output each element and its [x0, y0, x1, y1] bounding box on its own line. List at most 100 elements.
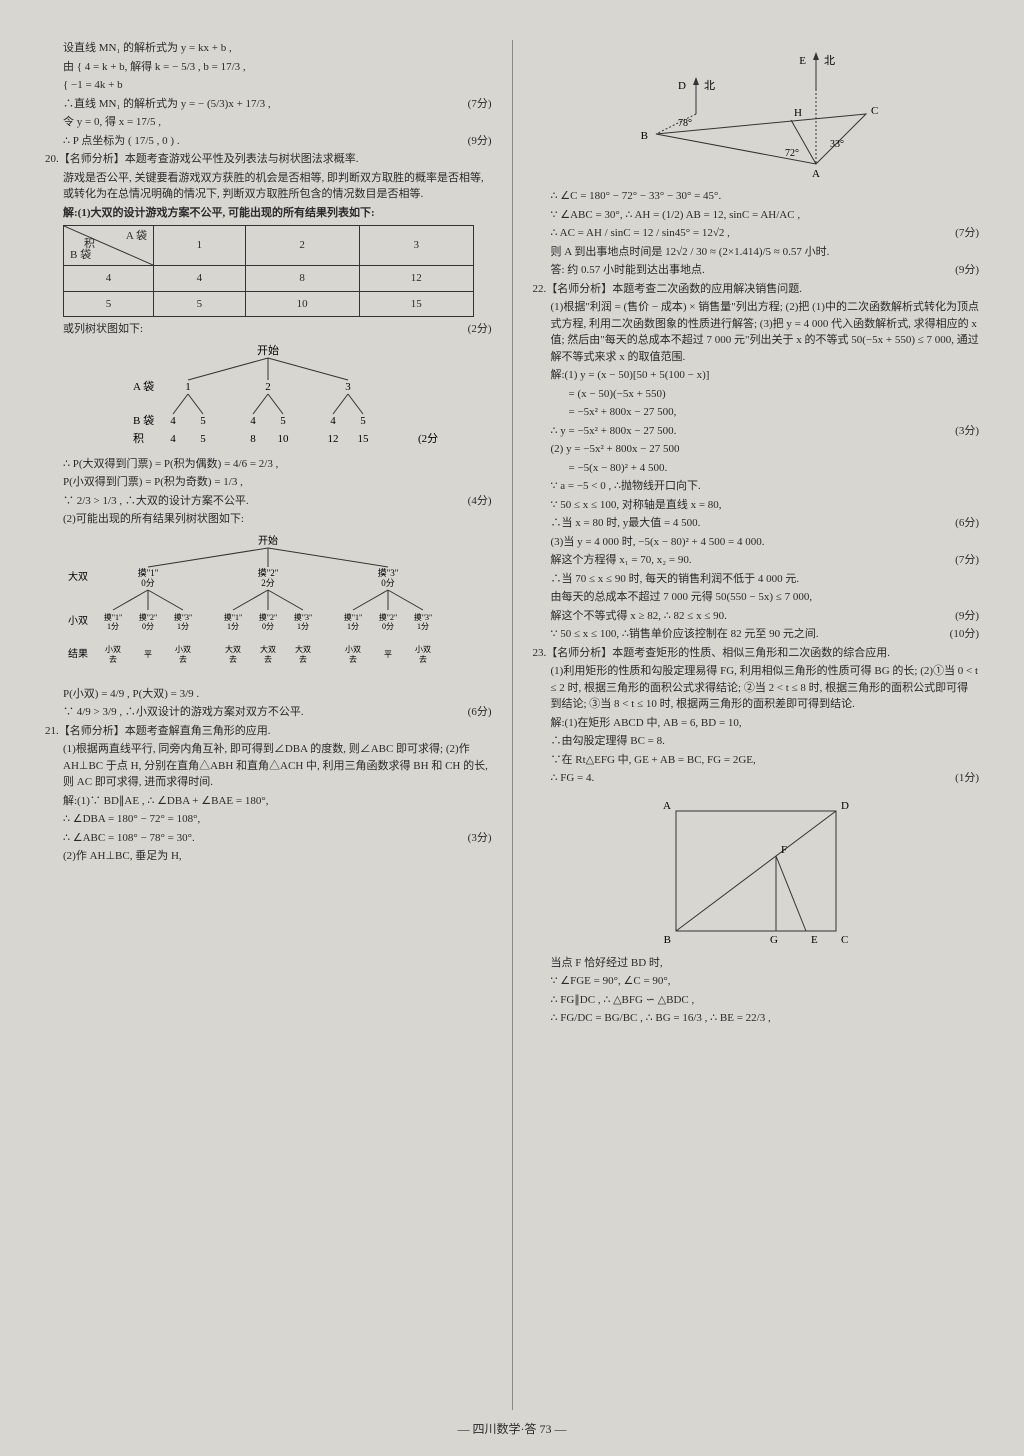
- text-line: ∵ 50 ≤ x ≤ 100, ∴销售单价应该控制在 82 元至 90 元之间.…: [533, 626, 980, 643]
- table-cell: 12: [359, 266, 473, 292]
- text-line: ∵在 Rt△EFG 中, GE + AB = BC, FG = 2GE,: [533, 752, 980, 769]
- table-cell: 5: [154, 291, 246, 317]
- svg-text:小双: 小双: [415, 645, 431, 654]
- svg-text:2分: 2分: [261, 578, 275, 588]
- q20-analysis: 游戏是否公平, 关键要看游戏双方获胜的机会是否相等, 即判断双方取胜的概率是否相…: [45, 170, 492, 203]
- svg-text:结果: 结果: [68, 647, 88, 660]
- svg-text:去: 去: [419, 654, 427, 664]
- text-line: ∴ ∠ABC = 108° − 78° = 30°.(3分): [45, 830, 492, 847]
- table-cell: 8: [245, 266, 359, 292]
- q21-analysis: (1)根据两直线平行, 同旁内角互补, 即可得到∠DBA 的度数, 则∠ABC …: [45, 741, 492, 791]
- text-line: P(小双) = 4/9 , P(大双) = 3/9 .: [45, 686, 492, 703]
- svg-text:72°: 72°: [785, 148, 799, 159]
- svg-text:积: 积: [133, 432, 144, 445]
- text-line: ∵ ∠ABC = 30°, ∴ AH = (1/2) AB = 12, sinC…: [533, 207, 980, 224]
- svg-text:B: B: [640, 130, 647, 142]
- q22-analysis: (1)根据"利润 = (售价 − 成本) × 销售量"列出方程; (2)把 (1…: [533, 299, 980, 365]
- svg-text:4: 4: [251, 415, 257, 427]
- svg-text:E: E: [799, 55, 806, 67]
- table-col: 3: [359, 226, 473, 266]
- text-line: { −1 = 4k + b: [45, 77, 492, 94]
- q21-heading: 21.【名师分析】本题考查解直角三角形的应用.: [45, 723, 492, 740]
- q23-analysis: (1)利用矩形的性质和勾股定理易得 FG, 利用相似三角形的性质可得 BG 的长…: [533, 663, 980, 713]
- svg-text:摸"3": 摸"3": [174, 612, 193, 622]
- q22-heading: 22.【名师分析】本题考查二次函数的应用解决销售问题.: [533, 281, 980, 298]
- svg-text:平: 平: [384, 650, 392, 659]
- svg-text:5: 5: [361, 415, 367, 427]
- svg-text:小双: 小双: [175, 645, 191, 654]
- svg-text:摸"2": 摸"2": [258, 568, 279, 578]
- text-line: = −5x² + 800x − 27 500,: [533, 404, 980, 421]
- text-line: ∴当 70 ≤ x ≤ 90 时, 每天的销售利润不低于 4 000 元.: [533, 571, 980, 588]
- svg-text:C: C: [871, 105, 878, 117]
- svg-text:1分: 1分: [177, 622, 189, 631]
- svg-text:1分: 1分: [347, 622, 359, 631]
- text-line: ∵ 2/3 > 1/3 , ∴大双的设计方案不公平.(4分): [45, 493, 492, 510]
- table-col: 1: [154, 226, 246, 266]
- text-line: ∴ FG∥DC , ∴ △BFG ∽ △BDC ,: [533, 992, 980, 1009]
- svg-text:78°: 78°: [678, 118, 692, 129]
- text-line: ∵ a = −5 < 0 , ∴抛物线开口向下.: [533, 478, 980, 495]
- text-line: 解:(1)∵ BD∥AE , ∴ ∠DBA + ∠BAE = 180°,: [45, 793, 492, 810]
- svg-text:去: 去: [229, 654, 237, 664]
- table-row-label: 4: [64, 266, 154, 292]
- svg-text:3: 3: [346, 381, 352, 393]
- svg-text:0分: 0分: [381, 578, 395, 588]
- table-header-a: A 袋: [126, 228, 147, 245]
- text-line: ∴ FG = 4.(1分): [533, 770, 980, 787]
- text-line: ∴ AC = AH / sinC = 12 / sin45° = 12√2 ,(…: [533, 225, 980, 242]
- table-row-label: 5: [64, 291, 154, 317]
- svg-text:B: B: [663, 934, 670, 946]
- table-col: 2: [245, 226, 359, 266]
- svg-text:小双: 小双: [68, 615, 88, 627]
- svg-text:平: 平: [144, 650, 152, 659]
- svg-text:A: A: [812, 168, 820, 180]
- text-line: ∴直线 MN₁ 的解析式为 y = − (5/3)x + 17/3 ,(7分): [45, 96, 492, 113]
- text-line: = −5(x − 80)² + 4 500.: [533, 460, 980, 477]
- svg-text:12: 12: [328, 433, 339, 445]
- svg-text:摸"3": 摸"3": [378, 568, 399, 578]
- svg-text:摸"1": 摸"1": [224, 612, 243, 622]
- text-line: ∵ 4/9 > 3/9 , ∴小双设计的游戏方案对双方不公平.(6分): [45, 704, 492, 721]
- svg-text:摸"1": 摸"1": [104, 612, 123, 622]
- text-line: ∴ ∠C = 180° − 72° − 33° − 30° = 45°.: [533, 188, 980, 205]
- svg-text:4: 4: [331, 415, 337, 427]
- svg-text:0分: 0分: [142, 622, 154, 631]
- table-cell: 15: [359, 291, 473, 317]
- text-line: 解这个方程得 x₁ = 70, x₂ = 90.(7分): [533, 552, 980, 569]
- svg-text:F: F: [781, 844, 787, 856]
- svg-text:北: 北: [704, 79, 715, 92]
- svg-text:8: 8: [251, 433, 257, 445]
- svg-text:小双: 小双: [105, 645, 121, 654]
- text-line: ∴当 x = 80 时, y最大值 = 4 500.(6分): [533, 515, 980, 532]
- rectangle-diagram: A D B C F G E: [646, 791, 866, 951]
- svg-text:D: D: [678, 80, 686, 92]
- right-column: E 北 D 北 B C A H 78° 72° 33° ∴ ∠C = 180° …: [533, 40, 980, 1410]
- text-line: ∴ P 点坐标为 ( 17/5 , 0 ) .(9分): [45, 133, 492, 150]
- text-line: (3)当 y = 4 000 时, −5(x − 80)² + 4 500 = …: [533, 534, 980, 551]
- page-container: 设直线 MN₁ 的解析式为 y = kx + b , 由 { 4 = k + b…: [45, 40, 979, 1410]
- svg-text:小双: 小双: [345, 645, 361, 654]
- text-line: 解这个不等式得 x ≥ 82, ∴ 82 ≤ x ≤ 90.(9分): [533, 608, 980, 625]
- text-line: ∴由勾股定理得 BC = 8.: [533, 733, 980, 750]
- text-line: (2)作 AH⊥BC, 垂足为 H,: [45, 848, 492, 865]
- svg-text:E: E: [811, 934, 818, 946]
- q23-heading: 23.【名师分析】本题考查矩形的性质、相似三角形和二次函数的综合应用.: [533, 645, 980, 662]
- svg-text:A: A: [663, 800, 671, 812]
- text-line: 令 y = 0, 得 x = 17/5 ,: [45, 114, 492, 131]
- text-line: 解:(1)在矩形 ABCD 中, AB = 6, BD = 10,: [533, 715, 980, 732]
- text-line: 由每天的总成本不超过 7 000 元得 50(550 − 5x) ≤ 7 000…: [533, 589, 980, 606]
- probability-table: A 袋 积 B 袋 1 2 3 4 4 8 12 5 5 10 15: [63, 225, 474, 317]
- text-line: = (x − 50)(−5x + 550): [533, 386, 980, 403]
- svg-text:摸"2": 摸"2": [379, 612, 398, 622]
- svg-text:1分: 1分: [417, 622, 429, 631]
- svg-text:去: 去: [179, 654, 187, 664]
- text-line: 答: 约 0.57 小时能到达出事地点.(9分): [533, 262, 980, 279]
- svg-text:33°: 33°: [830, 139, 844, 150]
- table-cell: 10: [245, 291, 359, 317]
- tree-diagram-2: 开始 大双 摸"1"0分 摸"2"2分 摸"3"0分 小双 摸"1"1分 摸"2…: [48, 532, 488, 682]
- svg-text:10: 10: [278, 433, 290, 445]
- svg-text:1分: 1分: [227, 622, 239, 631]
- q20-heading: 20.【名师分析】本题考查游戏公平性及列表法与树状图法求概率.: [45, 151, 492, 168]
- svg-text:H: H: [794, 107, 802, 119]
